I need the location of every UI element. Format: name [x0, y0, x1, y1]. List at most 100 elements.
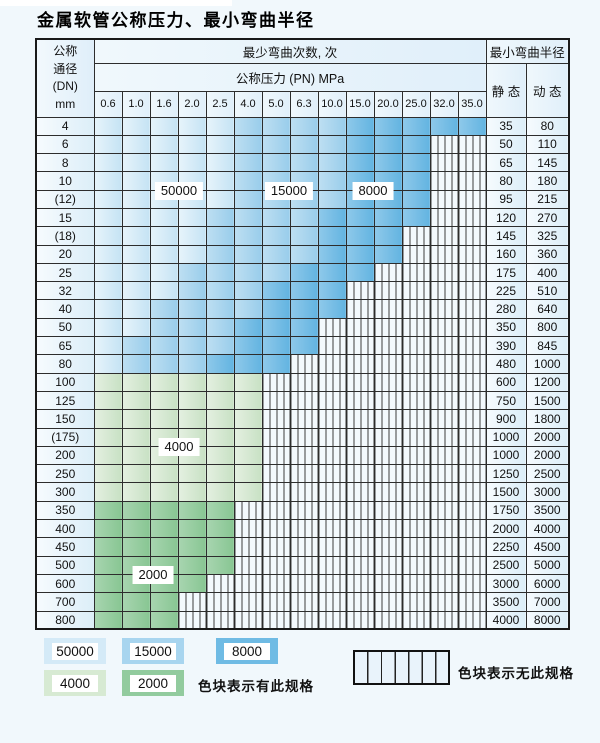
- cell-no-spec: [429, 519, 459, 539]
- cell-no-spec: [233, 610, 263, 630]
- cell-cycles-4000: [93, 427, 123, 447]
- dynamic-radius-cell: 325: [525, 226, 570, 246]
- cell-no-spec: [401, 226, 431, 246]
- table-row-dn-150: 150 900 1800: [35, 409, 570, 429]
- legend-swatch-value: 15000: [130, 642, 176, 660]
- cell-cycles-2000: [177, 573, 207, 594]
- cell-cycles-50000: [149, 244, 179, 264]
- cell-cycles-50000: [121, 244, 151, 264]
- dn-cell: 15: [35, 207, 95, 228]
- cell-no-spec: [401, 555, 431, 575]
- dn-cell: 65: [35, 336, 95, 356]
- dynamic-radius-cell: 1800: [525, 409, 570, 429]
- cell-cycles-4000: [233, 464, 263, 484]
- cell-cycles-8000: [373, 207, 403, 228]
- static-radius-cell: 390: [485, 336, 527, 356]
- cell-no-spec: [429, 427, 459, 447]
- cell-no-spec: [317, 336, 347, 356]
- cell-no-spec: [373, 500, 403, 521]
- cell-no-spec: [457, 354, 487, 374]
- cell-cycles-8000: [373, 153, 403, 173]
- cell-no-spec: [289, 354, 319, 374]
- cell-no-spec: [457, 390, 487, 411]
- cell-cycles-4000: [205, 427, 235, 447]
- cell-cycles-2000: [93, 519, 123, 539]
- cell-no-spec: [457, 299, 487, 319]
- dn-cell: 8: [35, 153, 95, 173]
- cell-no-spec: [429, 409, 459, 429]
- dynamic-radius-cell: 180: [525, 171, 570, 191]
- table-row-dn-400: 400 2000 4000: [35, 519, 570, 539]
- table-row-dn-18: (18) 145 325: [35, 226, 570, 246]
- cell-cycles-15000: [149, 317, 179, 338]
- cell-no-spec: [401, 244, 431, 264]
- cell-no-spec: [401, 482, 431, 502]
- cell-cycles-8000: [401, 153, 431, 173]
- cell-cycles-15000: [149, 336, 179, 356]
- cell-no-spec: [401, 519, 431, 539]
- cell-cycles-2000: [93, 500, 123, 521]
- static-radius-cell: 80: [485, 171, 527, 191]
- cell-no-spec: [401, 372, 431, 392]
- cell-cycles-2000: [121, 537, 151, 557]
- cell-no-spec: [373, 354, 403, 374]
- dn-cell: 32: [35, 281, 95, 301]
- cell-cycles-8000: [289, 262, 319, 283]
- cell-cycles-50000: [93, 262, 123, 283]
- dn-cell: 150: [35, 409, 95, 429]
- static-radius-cell: 2500: [485, 555, 527, 575]
- cell-cycles-15000: [289, 244, 319, 264]
- cell-cycles-4000: [205, 445, 235, 466]
- cell-cycles-4000: [205, 390, 235, 411]
- cell-cycles-15000: [317, 171, 347, 191]
- table-row-dn-100: 100 600 1200: [35, 372, 570, 392]
- cell-cycles-50000: [121, 207, 151, 228]
- cell-cycles-8000: [233, 317, 263, 338]
- cell-cycles-50000: [93, 281, 123, 301]
- cell-no-spec: [457, 482, 487, 502]
- cell-cycles-4000: [233, 409, 263, 429]
- cell-no-spec: [317, 500, 347, 521]
- legend-swatch-value: 2000: [130, 674, 176, 692]
- cell-no-spec: [429, 189, 459, 209]
- cell-no-spec: [317, 390, 347, 411]
- pressure-tick: 15.0: [345, 90, 375, 118]
- cell-cycles-15000: [177, 281, 207, 301]
- dynamic-column-header: 动 态: [525, 62, 570, 118]
- cell-cycles-50000: [93, 116, 123, 136]
- pressure-tick: 6.3: [289, 90, 319, 118]
- static-radius-cell: 3000: [485, 573, 527, 594]
- cell-no-spec: [429, 500, 459, 521]
- cell-cycles-4000: [177, 390, 207, 411]
- cell-cycles-15000: [261, 116, 291, 136]
- cell-no-spec: [205, 573, 235, 594]
- cell-cycles-50000: [121, 189, 151, 209]
- cell-cycles-15000: [205, 244, 235, 264]
- legend-swatch-4000: 4000: [44, 670, 106, 696]
- cell-cycles-2000: [93, 555, 123, 575]
- cell-no-spec: [261, 372, 291, 392]
- cell-no-spec: [429, 482, 459, 502]
- cell-no-spec: [457, 610, 487, 630]
- static-radius-cell: 95: [485, 189, 527, 209]
- cell-no-spec: [373, 573, 403, 594]
- cell-cycles-8000: [261, 281, 291, 301]
- cell-no-spec: [261, 409, 291, 429]
- cell-no-spec: [457, 519, 487, 539]
- table-row-dn-6: 6 50 110: [35, 134, 570, 155]
- cell-cycles-4000: [93, 390, 123, 411]
- cell-cycles-15000: [205, 299, 235, 319]
- dynamic-radius-cell: 1200: [525, 372, 570, 392]
- cell-cycles-50000: [93, 317, 123, 338]
- spec-table: 公称 通径 (DN) mm 最少弯曲次数, 次 最小弯曲半径 公称压力 (PN)…: [35, 38, 570, 631]
- cell-no-spec: [457, 427, 487, 447]
- dn-cell: 125: [35, 390, 95, 411]
- cell-no-spec: [345, 482, 375, 502]
- legend-has-spec-text: 色块表示有此规格: [198, 679, 314, 694]
- cell-no-spec: [289, 482, 319, 502]
- static-radius-cell: 3500: [485, 592, 527, 612]
- static-radius-cell: 65: [485, 153, 527, 173]
- pressure-tick: 20.0: [373, 90, 403, 118]
- cell-cycles-4000: [121, 464, 151, 484]
- table-header: 公称 通径 (DN) mm 最少弯曲次数, 次 最小弯曲半径 公称压力 (PN)…: [35, 38, 570, 118]
